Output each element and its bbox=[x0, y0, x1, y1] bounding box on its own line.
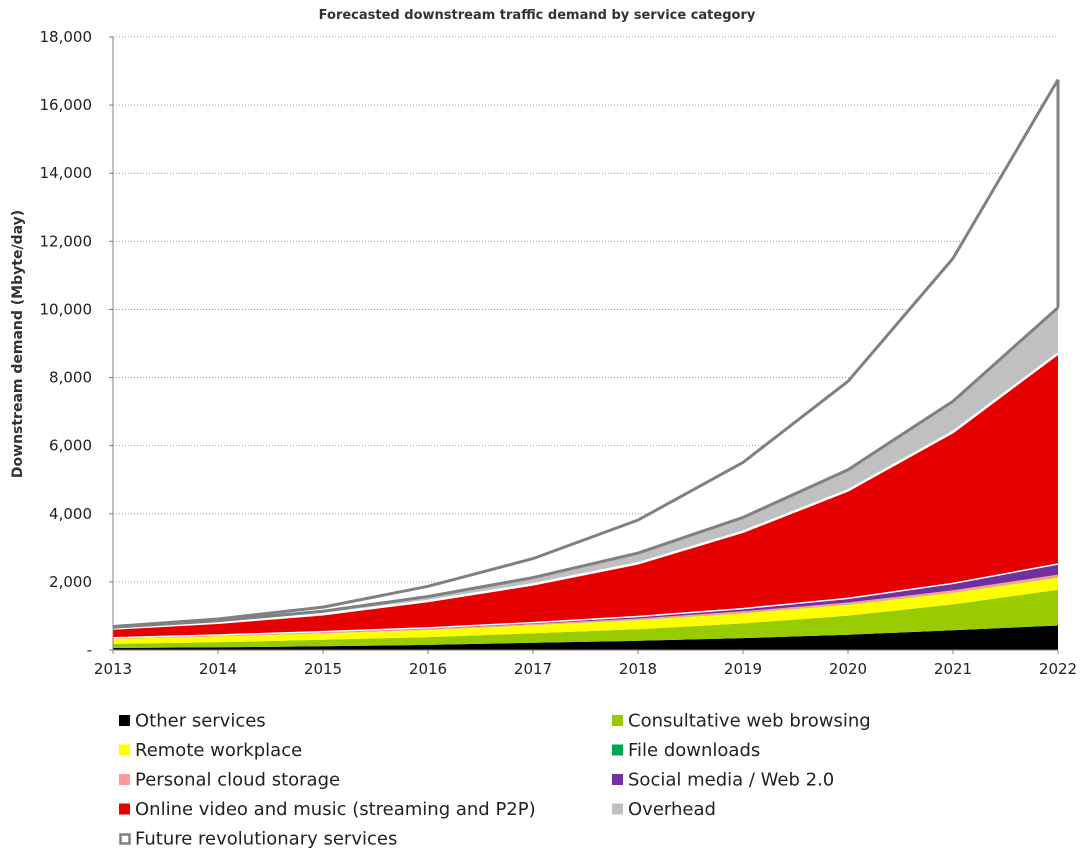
x-tick-label: 2013 bbox=[94, 660, 132, 678]
area-series-1 bbox=[113, 589, 1058, 648]
series-top-line-8 bbox=[112, 78, 1060, 628]
legend-item: Overhead bbox=[612, 799, 716, 820]
axes bbox=[109, 36, 1059, 654]
legend-item: Remote workplace bbox=[119, 740, 302, 761]
x-tick-label: 2022 bbox=[1039, 660, 1077, 678]
legend-item: Future revolutionary services bbox=[119, 829, 397, 850]
legend-item: Online video and music (streaming and P2… bbox=[119, 799, 536, 820]
y-tick-label: 6,000 bbox=[49, 437, 92, 455]
boundary-lines bbox=[112, 78, 1060, 639]
x-tick-label: 2021 bbox=[934, 660, 972, 678]
area-layers bbox=[113, 79, 1058, 650]
legend-swatch bbox=[119, 715, 130, 726]
legend-swatch bbox=[119, 744, 130, 756]
x-tick-label: 2019 bbox=[724, 660, 762, 678]
legend-swatch bbox=[612, 774, 623, 785]
x-tick-labels: 2013 2014 2015 2016 2017 2018 2019 2020 2021 2022 bbox=[94, 660, 1077, 678]
y-tick-labels: - 2,000 4,000 6,000 8,000 10,000 12,000 14,000 1… bbox=[40, 28, 93, 659]
x-tick-label: 2015 bbox=[304, 660, 342, 678]
series-bottom-line-8 bbox=[112, 306, 1059, 629]
legend-item: Consultative web browsing bbox=[612, 711, 871, 732]
y-tick-label: 14,000 bbox=[40, 164, 93, 182]
legend-label: Online video and music (streaming and P2… bbox=[135, 799, 536, 820]
y-tick-label: 4,000 bbox=[49, 505, 92, 523]
legend-item: File downloads bbox=[612, 740, 760, 761]
y-axis-label: Downstream demand (Mbyte/day) bbox=[10, 210, 26, 478]
y-tick-label: 18,000 bbox=[40, 28, 93, 46]
y-tick-label: 12,000 bbox=[40, 232, 93, 250]
area-series-6 bbox=[113, 353, 1058, 638]
x-tick-label: 2016 bbox=[409, 660, 447, 678]
chart-title: Forecasted downstream traffic demand by … bbox=[319, 8, 756, 23]
legend-label: Remote workplace bbox=[135, 740, 302, 761]
legend: Other services Consultative web browsing R… bbox=[119, 711, 871, 850]
legend-label: Future revolutionary services bbox=[135, 829, 397, 850]
legend-label: Overhead bbox=[628, 799, 716, 820]
legend-label: Other services bbox=[135, 711, 266, 732]
legend-item: Social media / Web 2.0 bbox=[612, 770, 834, 791]
legend-label: Consultative web browsing bbox=[628, 711, 871, 732]
legend-label: Personal cloud storage bbox=[135, 770, 340, 791]
y-tick-label: - bbox=[87, 641, 92, 659]
legend-swatch bbox=[119, 774, 130, 785]
x-tick-label: 2018 bbox=[619, 660, 657, 678]
legend-swatch bbox=[612, 744, 623, 756]
legend-label: Social media / Web 2.0 bbox=[628, 770, 834, 791]
y-tick-label: 16,000 bbox=[40, 96, 93, 114]
y-tick-label: 8,000 bbox=[49, 369, 92, 387]
series-separator-6 bbox=[112, 352, 1059, 630]
legend-swatch bbox=[119, 833, 131, 845]
x-tick-label: 2017 bbox=[514, 660, 552, 678]
y-tick-label: 10,000 bbox=[40, 300, 93, 318]
y-tick-label: 2,000 bbox=[49, 573, 92, 591]
area-series-2 bbox=[113, 577, 1058, 644]
x-tick-label: 2014 bbox=[199, 660, 237, 678]
series-separator-5 bbox=[112, 563, 1059, 639]
area-series-0 bbox=[113, 625, 1058, 650]
legend-swatch bbox=[612, 803, 623, 815]
legend-item: Other services bbox=[119, 711, 266, 732]
x-tick-label: 2020 bbox=[829, 660, 867, 678]
legend-swatch bbox=[119, 803, 130, 815]
legend-label: File downloads bbox=[628, 740, 760, 761]
legend-swatch bbox=[612, 715, 623, 726]
area-series-7 bbox=[113, 307, 1058, 629]
legend-item: Personal cloud storage bbox=[119, 770, 340, 791]
